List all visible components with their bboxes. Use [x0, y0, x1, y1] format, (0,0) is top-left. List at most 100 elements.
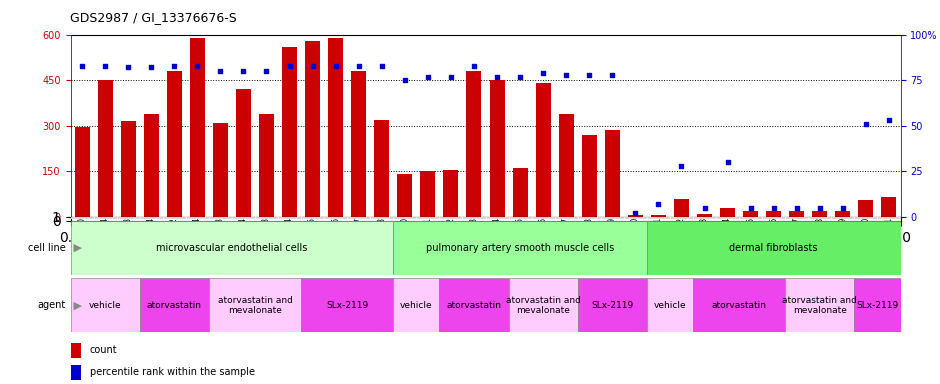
Text: GSM215296: GSM215296 [331, 217, 340, 263]
Text: SLx-2119: SLx-2119 [591, 301, 634, 310]
Text: GSM215293: GSM215293 [262, 217, 271, 263]
Text: GSM215297: GSM215297 [354, 217, 363, 263]
Bar [186, 217, 209, 219]
Bar [163, 217, 186, 219]
Text: count: count [89, 345, 118, 355]
Bar [485, 217, 509, 219]
Text: GSM215310: GSM215310 [400, 217, 409, 263]
Bar [647, 217, 670, 219]
Text: GSM215282: GSM215282 [170, 217, 179, 263]
Text: atorvastatin: atorvastatin [712, 301, 767, 310]
Bar [509, 217, 532, 219]
Point [558, 72, 573, 78]
Point [374, 63, 389, 69]
Bar [716, 217, 739, 219]
Point [697, 205, 713, 211]
Text: vehicle: vehicle [653, 301, 686, 310]
Bar [74, 127, 89, 217]
Bar [439, 217, 462, 219]
Point [166, 63, 181, 69]
Bar [466, 71, 481, 217]
Bar [120, 121, 135, 217]
Point [790, 205, 805, 211]
Bar [647, 278, 693, 332]
Text: GSM215283: GSM215283 [216, 217, 225, 263]
Bar [393, 217, 416, 219]
Point [858, 121, 873, 127]
Text: percentile rank within the sample: percentile rank within the sample [89, 367, 255, 377]
Point [328, 63, 343, 69]
Point [444, 73, 459, 79]
Bar [628, 215, 643, 217]
Text: GSM215327: GSM215327 [562, 217, 571, 263]
Text: GDS2987 / GI_13376676-S: GDS2987 / GI_13376676-S [70, 12, 237, 25]
Bar [601, 217, 624, 219]
Bar [140, 217, 163, 219]
Bar [444, 170, 459, 217]
Text: GSM215330: GSM215330 [631, 217, 640, 263]
Bar [555, 217, 578, 219]
Bar [166, 71, 181, 217]
Point [306, 63, 321, 69]
Text: GSM215312: GSM215312 [446, 217, 455, 263]
Text: GSM215333: GSM215333 [700, 217, 709, 263]
Bar [877, 217, 901, 219]
Text: vehicle: vehicle [88, 301, 121, 310]
Bar [744, 211, 759, 217]
Bar [812, 212, 827, 217]
Bar [582, 135, 597, 217]
Text: GSM215340: GSM215340 [861, 217, 870, 263]
Bar [140, 278, 209, 332]
Point [420, 73, 435, 79]
Text: GSM215339: GSM215339 [838, 217, 847, 263]
Point [720, 159, 735, 166]
Point [282, 63, 297, 69]
Bar [301, 217, 324, 219]
Text: SLx-2119: SLx-2119 [856, 301, 899, 310]
Bar [352, 71, 367, 217]
Point [490, 73, 505, 79]
Point [98, 63, 113, 69]
Text: GSM215294: GSM215294 [285, 217, 294, 263]
Text: SLx-2119: SLx-2119 [326, 301, 368, 310]
Point [582, 72, 597, 78]
Bar [416, 217, 439, 219]
Bar [70, 217, 94, 219]
Bar [236, 89, 251, 217]
Bar [785, 278, 854, 332]
Bar [70, 343, 81, 358]
Text: GSM215313: GSM215313 [469, 217, 478, 263]
Bar [347, 217, 370, 219]
Bar [532, 217, 555, 219]
Bar [836, 212, 851, 217]
Text: GSM215244: GSM215244 [101, 217, 110, 263]
Point [190, 63, 205, 69]
Bar [144, 114, 159, 217]
Bar [578, 278, 647, 332]
Text: GSM215328: GSM215328 [585, 217, 594, 263]
Bar [854, 278, 901, 332]
Text: dermal fibroblasts: dermal fibroblasts [729, 243, 818, 253]
Text: GSM215311: GSM215311 [423, 217, 432, 263]
Text: microvascular endothelial cells: microvascular endothelial cells [156, 243, 307, 253]
Bar [650, 215, 666, 217]
Bar [882, 197, 897, 217]
Text: atorvastatin and
mevalonate: atorvastatin and mevalonate [782, 296, 857, 314]
Text: GSM215295: GSM215295 [308, 217, 317, 263]
Text: GSM215284: GSM215284 [239, 217, 248, 263]
Point [882, 117, 897, 123]
Bar [420, 171, 435, 217]
Bar [70, 278, 140, 332]
Text: GSM215331: GSM215331 [654, 217, 663, 263]
Bar [324, 217, 347, 219]
Bar [374, 120, 389, 217]
Bar [255, 217, 278, 219]
Bar [117, 217, 140, 219]
Bar [762, 217, 785, 219]
Bar [604, 130, 619, 217]
Bar [790, 212, 805, 217]
Bar [98, 80, 113, 217]
Point [144, 65, 159, 71]
Bar [766, 212, 781, 217]
Point [628, 210, 643, 217]
